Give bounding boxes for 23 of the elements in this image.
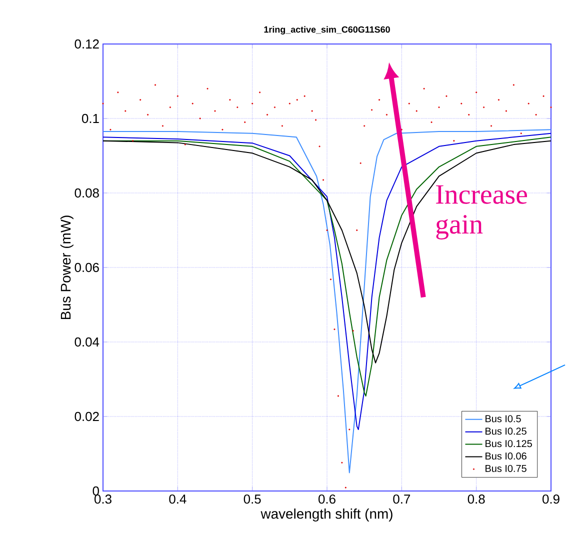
legend-label: Bus I0.25 [486, 428, 526, 435]
y-tick-label: 0.1 [82, 114, 99, 124]
x-tick-label: 0.3 [94, 494, 112, 504]
x-tick-label: 0.7 [393, 494, 410, 504]
y-tick-label: 0.04 [74, 337, 100, 347]
x-axis-title: wavelength shift (nm) [260, 508, 392, 522]
y-tick-label: 0.12 [74, 39, 99, 49]
chart-title: 1ring_active_sim_C60G11S60 [264, 26, 390, 34]
y-axis-title: Bus Power (mW) [60, 216, 74, 320]
y-tick-label: 0.02 [74, 412, 99, 422]
legend-label: Bus I0.125 [486, 440, 532, 448]
y-tick-label: 0.08 [74, 188, 99, 198]
legend-label: Bus I0.5 [486, 415, 521, 422]
legend-label: Bus I0.75 [486, 464, 526, 472]
y-tick-label: 0.06 [74, 262, 99, 272]
x-tick-label: 0.6 [318, 494, 336, 504]
annotation: Increase gain [436, 185, 527, 240]
x-tick-label: 0.5 [244, 494, 261, 504]
x-tick-label: 0.9 [542, 494, 560, 504]
x-tick-label: 0.8 [468, 494, 485, 504]
x-tick-label: 0.4 [169, 494, 186, 504]
legend-label: Bus I0.06 [486, 452, 526, 460]
y-tick-label: 0 [92, 486, 99, 496]
